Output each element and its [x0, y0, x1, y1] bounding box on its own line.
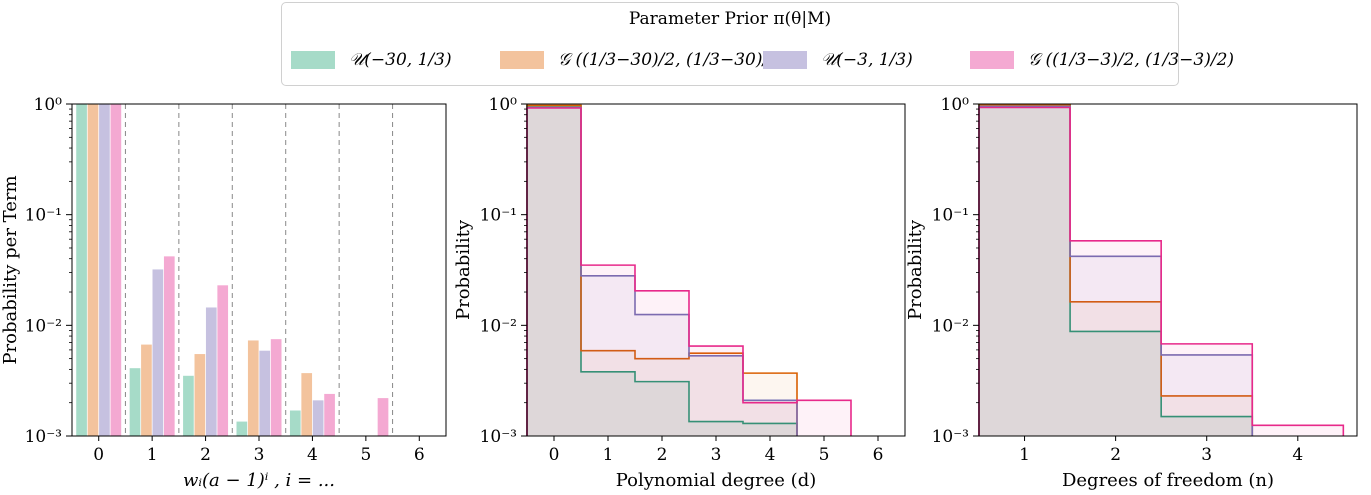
x-tick-label: 2	[200, 445, 211, 465]
bar	[313, 400, 324, 436]
y-tick-label: 10⁻¹	[480, 206, 517, 226]
y-tick-label: 10⁻³	[932, 427, 969, 447]
x-tick-label: 3	[1201, 445, 1212, 465]
x-tick-label: 2	[1110, 445, 1121, 465]
bar	[130, 368, 141, 436]
bar	[217, 285, 228, 436]
y-tick-label: 10⁰	[489, 95, 518, 115]
x-tick-label: 0	[93, 445, 104, 465]
bar	[378, 398, 389, 436]
bar	[99, 104, 110, 436]
y-axis-label: Probability	[453, 219, 474, 320]
bar	[237, 422, 248, 436]
bar	[76, 104, 87, 436]
y-tick-label: 10⁻²	[480, 316, 517, 336]
x-tick-label: 6	[414, 445, 425, 465]
x-tick-label: 2	[657, 445, 668, 465]
x-tick-label: 0	[549, 445, 560, 465]
y-tick-label: 10⁻³	[480, 427, 517, 447]
x-tick-label: 5	[360, 445, 371, 465]
x-tick-label: 6	[873, 445, 884, 465]
x-tick-label: 4	[307, 445, 318, 465]
y-tick-label: 10⁻¹	[932, 206, 969, 226]
x-tick-label: 3	[254, 445, 265, 465]
bar	[301, 373, 312, 436]
y-tick-label: 10⁰	[34, 95, 63, 115]
bar	[290, 410, 301, 436]
y-tick-label: 10⁻²	[25, 316, 62, 336]
bar	[183, 376, 194, 436]
y-tick-label: 10⁻³	[25, 427, 62, 447]
bar	[195, 354, 206, 436]
bar	[88, 104, 99, 436]
y-tick-label: 10⁻²	[932, 316, 969, 336]
x-tick-label: 4	[1292, 445, 1303, 465]
x-tick-label: 4	[765, 445, 776, 465]
bar	[153, 269, 164, 436]
x-tick-label: 1	[1019, 445, 1030, 465]
x-axis-label: wᵢ(a − 1)ⁱ , i = ...	[183, 470, 335, 491]
axes-frame	[72, 104, 446, 436]
bar	[206, 307, 217, 436]
x-axis-label: Polynomial degree (d)	[616, 470, 817, 491]
bar	[141, 345, 152, 436]
y-axis-label: Probability	[905, 219, 926, 320]
x-tick-label: 1	[603, 445, 614, 465]
bar	[164, 256, 175, 436]
x-axis-label: Degrees of freedom (n)	[1062, 470, 1274, 491]
bar	[324, 394, 335, 436]
x-tick-label: 3	[711, 445, 722, 465]
x-tick-label: 5	[819, 445, 830, 465]
bar	[271, 339, 282, 436]
histogram-fill	[527, 108, 851, 436]
y-tick-label: 10⁰	[941, 95, 970, 115]
y-axis-label: Probability per Term	[0, 175, 21, 364]
bar	[248, 340, 259, 436]
x-tick-label: 1	[147, 445, 158, 465]
y-tick-label: 10⁻¹	[25, 206, 62, 226]
bar	[111, 104, 122, 436]
bar	[259, 351, 270, 436]
